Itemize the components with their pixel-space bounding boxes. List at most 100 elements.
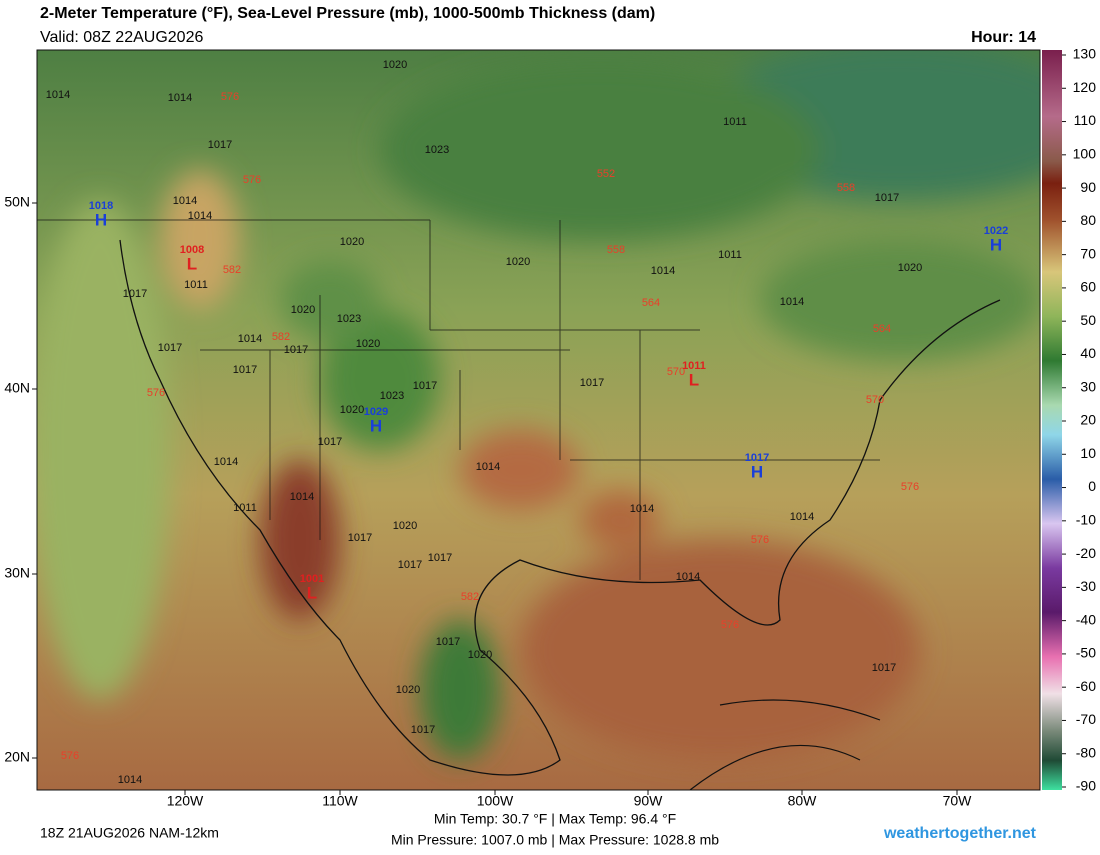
isobar-label: 1017 [318,436,342,448]
colorbar-label: -50 [1076,645,1096,661]
isobar-label: 1017 [580,377,604,389]
colorbar-label: -20 [1076,545,1096,561]
high-marker: H [751,462,763,481]
isobar-label: 1014 [780,296,804,308]
colorbar-label: 30 [1080,378,1096,394]
thickness-label: 576 [147,387,165,399]
isobar-label: 1017 [428,552,452,564]
lon-label: 110W [322,793,358,809]
isobar-label: 1014 [168,92,192,104]
site: weathertogether.net [883,825,1037,842]
isobar-label: 1017 [411,724,435,736]
isobar-label: 1014 [188,210,212,222]
colorbar-label: 10 [1080,445,1096,461]
isobar-label: 1017 [398,559,422,571]
lat-label: 20N [4,749,30,765]
isobar-label: 1020 [356,338,380,350]
low-marker: L [307,583,317,602]
isobar-label: 1011 [233,502,257,514]
colorbar [1042,50,1062,790]
lat-label: 30N [4,565,30,581]
valid-time: Valid: 08Z 22AUG2026 [40,29,203,46]
isobar-label: 1017 [284,344,308,356]
colorbar-label: -30 [1076,578,1096,594]
isobar-label: 1017 [123,288,147,300]
thickness-label: 576 [901,481,919,493]
lon-label: 100W [477,793,514,809]
isobar-label: 1014 [651,265,675,277]
map [37,50,1040,790]
isobar-label: 1017 [436,636,460,648]
thickness-label: 558 [837,182,855,194]
colorbar-label: 100 [1073,146,1097,162]
high-value: 1017 [745,452,769,464]
isobar-label: 1014 [476,461,500,473]
colorbar-label: 40 [1080,345,1096,361]
colorbar-label: 90 [1080,179,1096,195]
thickness-label: 576 [61,750,79,762]
thickness-label: 564 [642,297,660,309]
isobar-label: 1017 [158,342,182,354]
lon-label: 120W [167,793,204,809]
isobar-label: 1020 [898,262,922,274]
low-value: 1001 [300,573,324,585]
colorbar-label: -40 [1076,611,1096,627]
isobar-label: 1020 [383,59,407,71]
lat-label: 40N [4,380,30,396]
low-marker: L [187,254,197,273]
colorbar-label: -90 [1076,778,1096,794]
isobar-label: 1017 [208,139,232,151]
lon-label: 70W [943,793,973,809]
thickness-label: 582 [272,331,290,343]
pressure-range: Min Pressure: 1007.0 mb | Max Pressure: … [391,832,719,848]
isobar-label: 1014 [46,89,70,101]
isobar-label: 1014 [290,491,314,503]
thickness-label: 582 [223,264,241,276]
isobar-label: 1017 [233,364,257,376]
thickness-label: 576 [243,174,261,186]
isobar-label: 1017 [875,192,899,204]
forecast-hour: Hour: 14 [971,29,1036,46]
isobar-label: 1023 [337,313,361,325]
isobar-label: 1011 [184,279,208,291]
lon-label: 90W [634,793,664,809]
isobar-label: 1020 [393,520,417,532]
thickness-label: 576 [221,91,239,103]
isobar-label: 1014 [214,456,238,468]
thickness-label: 570 [667,366,685,378]
high-marker: H [370,416,382,435]
colorbar-label: 0 [1088,478,1096,494]
isobar-label: 1020 [340,236,364,248]
high-value: 1029 [364,406,388,418]
thickness-label: 576 [751,534,769,546]
isobar-label: 1020 [506,256,530,268]
thickness-label: 558 [607,244,625,256]
lon-label: 80W [788,793,818,809]
isobar-label: 1011 [718,249,742,261]
colorbar-label: -80 [1076,744,1096,760]
isobar-label: 1014 [630,503,654,515]
colorbar-label: 80 [1080,212,1096,228]
map-labels: 1020 1014 1014 1017 1023 1011 1017 1014 1014 1020… [46,59,1008,786]
low-value: 1008 [180,244,204,256]
colorbar-label: 50 [1080,312,1096,328]
colorbar-label: 120 [1073,79,1097,95]
thickness-label: 570 [866,394,884,406]
colorbar-label: 20 [1080,412,1096,428]
thickness-label: 564 [873,323,891,335]
high-value: 1022 [984,225,1008,237]
isobar-label: 1014 [173,195,197,207]
colorbar-label: 130 [1073,46,1097,62]
thickness-label: 576 [721,619,739,631]
high-marker: H [990,235,1002,254]
colorbar-label: -10 [1076,512,1096,528]
isobar-label: 1023 [425,144,449,156]
isobar-label: 1017 [413,380,437,392]
high-marker: H [95,210,107,229]
lat-label: 50N [4,194,30,210]
isobar-label: 1020 [340,404,364,416]
isobar-label: 1011 [723,116,747,128]
isobar-label: 1014 [118,774,142,786]
low-value: 1011 [682,360,706,372]
